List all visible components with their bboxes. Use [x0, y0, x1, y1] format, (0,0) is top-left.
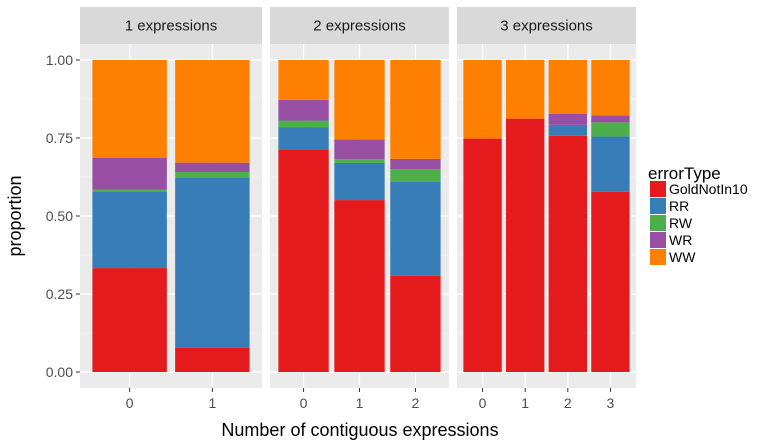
bar-segment-rr: [390, 181, 441, 276]
legend-swatch-ww: [650, 249, 666, 265]
y-axis: 0.00 0.25 0.50 0.75 1.00: [46, 52, 80, 380]
bar-segment-ww: [591, 60, 630, 116]
bar-segment-rw: [390, 169, 441, 182]
facet-strip: [80, 7, 262, 44]
x-tick-label: 1: [356, 395, 364, 411]
bar-segment-goldnotin10: [390, 275, 441, 372]
legend-label: GoldNotIn10: [669, 181, 748, 197]
x-tick-label: 0: [300, 395, 308, 411]
facet-panel: 3 expressions 0 1 2 3: [457, 7, 636, 411]
bar-segment-ww: [390, 60, 441, 159]
bar-segment-rw: [278, 120, 329, 128]
legend-label: WW: [669, 249, 696, 265]
x-axis-title: Number of contiguous expressions: [221, 420, 498, 440]
y-tick-label: 1.00: [46, 52, 73, 68]
bar-segment-rr: [175, 177, 250, 348]
facet-strip: [270, 7, 449, 44]
bar-segment-rr: [92, 191, 167, 269]
y-tick-label: 0.25: [46, 286, 73, 302]
facet-panel: 2 expressions 0 1 2: [270, 7, 449, 411]
bar-segment-ww: [506, 60, 545, 119]
bar-segment-goldnotin10: [175, 347, 250, 372]
bar-segment-rw: [591, 122, 630, 137]
facet-strip-label: 3 expressions: [500, 18, 593, 35]
legend-label: RR: [669, 198, 689, 214]
y-tick-label: 0.75: [46, 130, 73, 146]
bar-segment-goldnotin10: [334, 200, 385, 372]
x-tick-label: 2: [564, 395, 572, 411]
bar-segment-ww: [463, 60, 502, 139]
legend-swatch-rr: [650, 198, 666, 214]
bar-segment-ww: [548, 60, 587, 114]
y-axis-title: proportion: [5, 175, 25, 256]
bar-segment-wr: [278, 99, 329, 121]
bar-segment-wr: [390, 158, 441, 170]
legend-swatch-rw: [650, 215, 666, 231]
bar-segment-rw: [92, 189, 167, 192]
facet-strip-label: 2 expressions: [313, 18, 406, 35]
legend-swatch-wr: [650, 232, 666, 248]
bar-segment-wr: [548, 113, 587, 125]
facet-strip-label: 1 expressions: [125, 18, 218, 35]
facet-strip: [457, 7, 636, 44]
y-tick-label: 0.00: [46, 364, 73, 380]
bar-segment-rw: [334, 159, 385, 163]
bar-segment-ww: [278, 60, 329, 100]
legend-swatch-goldnotin10: [650, 181, 666, 197]
bar-segment-goldnotin10: [548, 135, 587, 372]
x-tick-label: 1: [521, 395, 529, 411]
bar-segment-goldnotin10: [278, 149, 329, 372]
y-tick-label: 0.50: [46, 208, 73, 224]
bar-segment-rw: [175, 172, 250, 178]
bar-segment-wr: [92, 157, 167, 190]
legend-title: errorType: [648, 164, 721, 183]
facet-panel: 1 expressions 0 1: [80, 7, 262, 411]
bar-segment-rr: [278, 127, 329, 150]
x-tick-label: 0: [479, 395, 487, 411]
x-tick-label: 1: [208, 395, 216, 411]
legend-label: RW: [669, 215, 693, 231]
legend-label: WR: [669, 232, 692, 248]
bar-segment-ww: [92, 60, 167, 158]
x-tick-label: 3: [607, 395, 615, 411]
bar-segment-ww: [334, 60, 385, 140]
bar-segment-rr: [548, 124, 587, 136]
x-tick-label: 0: [126, 395, 134, 411]
bar-segment-goldnotin10: [506, 118, 545, 372]
bar-segment-wr: [334, 139, 385, 160]
bar-segment-wr: [591, 115, 630, 123]
bar-segment-goldnotin10: [591, 191, 630, 372]
bar-segment-rr: [334, 162, 385, 201]
bar-segment-goldnotin10: [463, 138, 502, 372]
bar-segment-rr: [591, 136, 630, 192]
bar-segment-wr: [175, 162, 250, 173]
bar-segment-goldnotin10: [92, 268, 167, 372]
bar-segment-ww: [175, 60, 250, 163]
x-tick-label: 2: [412, 395, 420, 411]
